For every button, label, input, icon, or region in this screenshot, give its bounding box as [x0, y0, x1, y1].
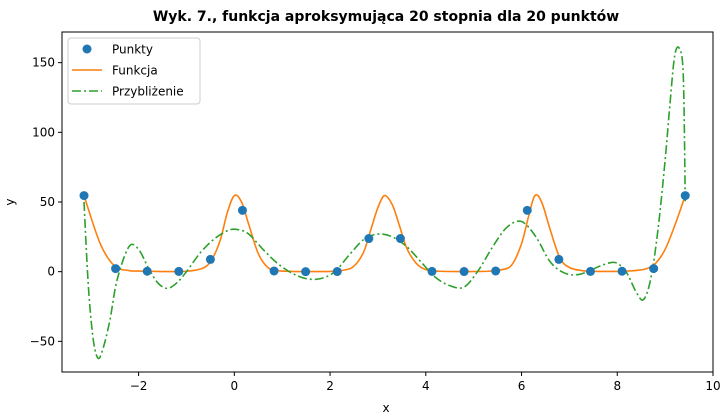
y-axis-label: y [3, 198, 17, 205]
y-axis: −50 0 50 100 150 [30, 56, 62, 348]
data-point-punkty [364, 234, 374, 244]
legend-label-funkcja: Funkcja [112, 64, 158, 78]
data-point-punkty [680, 191, 690, 201]
data-point-punkty [111, 264, 121, 274]
data-point-punkty [491, 266, 501, 276]
series-layer [79, 46, 690, 360]
data-point-punkty [174, 266, 184, 276]
data-point-punkty [395, 234, 405, 244]
data-point-punkty [649, 264, 659, 274]
y-tick-label: 50 [40, 195, 55, 209]
x-tick-label: 2 [326, 379, 334, 393]
x-axis-label: x [382, 401, 389, 415]
data-point-punkty [205, 254, 215, 264]
y-tick-label: 100 [32, 125, 55, 139]
x-tick-label: 8 [613, 379, 621, 393]
data-point-punkty [237, 205, 247, 215]
legend: Punkty Funkcja Przybliżenie [67, 37, 201, 105]
x-tick-label: 6 [518, 379, 526, 393]
data-point-punkty [585, 266, 595, 276]
data-point-punkty [617, 266, 627, 276]
y-tick-label: 0 [47, 265, 55, 279]
chart-title: Wyk. 7., funkcja aproksymująca 20 stopni… [153, 9, 619, 25]
x-tick-label: 0 [231, 379, 239, 393]
series-line-funkcja [83, 194, 686, 273]
data-point-punkty [79, 191, 89, 201]
data-point-punkty [427, 266, 437, 276]
data-point-punkty [142, 266, 152, 276]
legend-marker-punkty [82, 44, 92, 54]
legend-box [67, 37, 201, 105]
data-point-punkty [459, 267, 469, 277]
data-point-punkty [269, 266, 279, 276]
legend-label-punkty: Punkty [112, 43, 153, 57]
x-tick-label: 4 [422, 379, 430, 393]
x-tick-label: −2 [130, 379, 148, 393]
data-point-punkty [522, 205, 532, 215]
data-point-punkty [332, 267, 342, 277]
y-tick-label: 150 [32, 56, 55, 70]
x-tick-label: 10 [705, 379, 720, 393]
y-tick-label: −50 [30, 334, 55, 348]
x-axis: −2 0 2 4 6 8 10 [130, 372, 721, 393]
data-point-punkty [554, 254, 564, 264]
legend-label-przyblizenie: Przybliżenie [112, 85, 184, 99]
data-point-punkty [301, 267, 311, 277]
